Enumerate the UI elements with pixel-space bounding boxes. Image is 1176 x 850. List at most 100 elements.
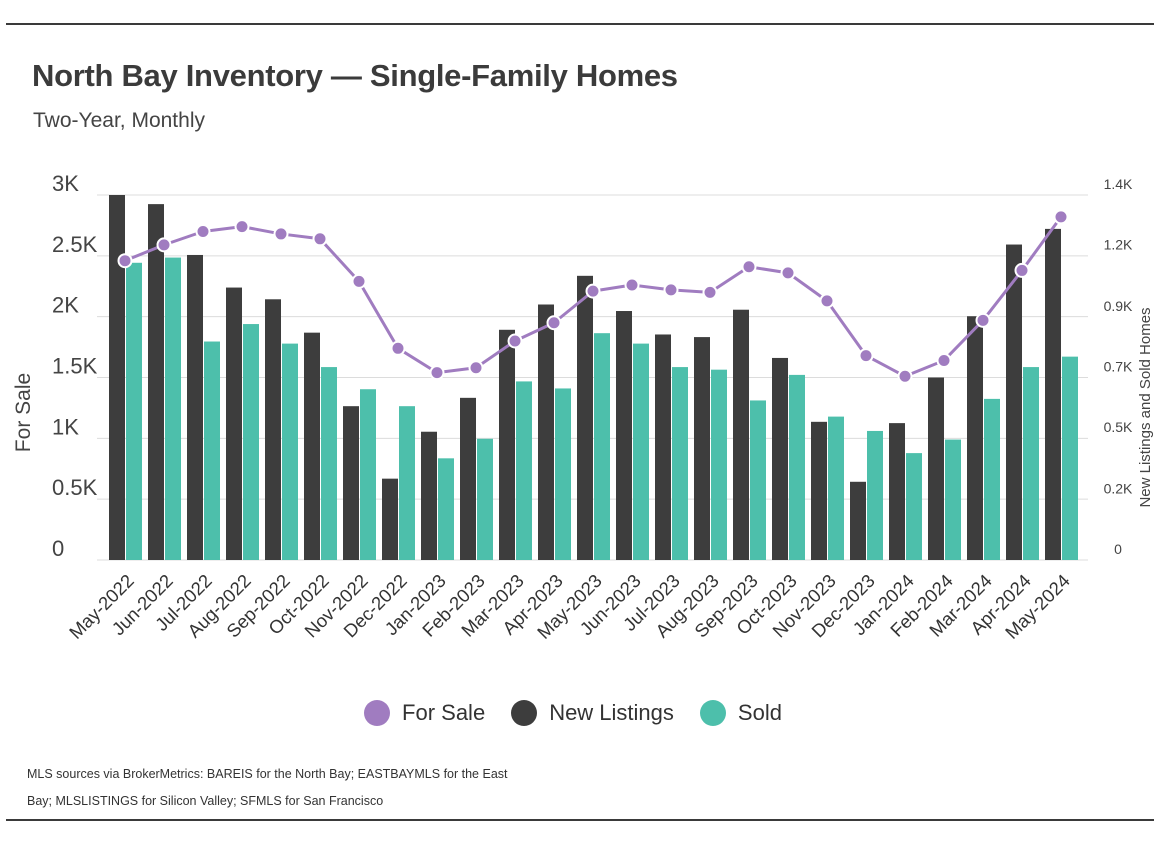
bar-sold: [516, 381, 532, 560]
bar-new-listings: [772, 357, 788, 560]
bar-new-listings: [967, 316, 983, 560]
bar-sold: [204, 341, 220, 560]
y-right-tick-label: 0.7K: [1104, 359, 1133, 375]
bar-sold: [594, 333, 610, 560]
point-for-sale: [117, 253, 133, 269]
bar-sold: [828, 416, 844, 560]
point-for-sale: [741, 259, 757, 275]
bar-new-listings: [889, 423, 905, 560]
bar-new-listings: [187, 254, 203, 560]
point-for-sale: [468, 360, 484, 376]
bar-sold: [399, 406, 415, 560]
legend-swatch-sold: [699, 700, 726, 726]
bar-new-listings: [1006, 244, 1022, 561]
point-for-sale: [390, 340, 406, 356]
point-for-sale: [234, 219, 250, 235]
bar-new-listings: [733, 309, 749, 560]
bar-line-chart: 0 0.5K 1K 1.5K 2K 2.5K 3K 0 0.2K 0.5K 0.7K 0.9K 1.2K…: [12, 171, 1154, 643]
y-left-tick-label: 2K: [52, 293, 79, 318]
y-right-axis-title: New Listings and Sold Homes: [1137, 307, 1154, 507]
point-for-sale: [351, 273, 367, 289]
top-rule: [6, 23, 1154, 25]
bar-sold: [438, 458, 454, 560]
source-note-line-1: MLS sources via BrokerMetrics: BAREIS fo…: [27, 767, 508, 781]
point-for-sale: [507, 333, 523, 349]
bar-new-listings: [460, 397, 476, 560]
y-left-tick-label: 0.5K: [52, 475, 98, 500]
legend-item-new-listings[interactable]: New Listings: [511, 700, 674, 726]
point-for-sale: [897, 368, 913, 384]
bar-sold: [165, 257, 181, 560]
chart-title: North Bay Inventory — Single-Family Home…: [32, 58, 678, 93]
legend-label-new-listings: New Listings: [549, 700, 674, 725]
bar-new-listings: [109, 195, 125, 560]
bar-new-listings: [304, 332, 320, 560]
bar-new-listings: [538, 304, 554, 560]
bar-sold: [1023, 367, 1039, 560]
bar-new-listings: [655, 334, 671, 560]
point-for-sale: [975, 312, 991, 328]
y-right-tick-label: 0.5K: [1104, 419, 1133, 435]
point-for-sale: [663, 282, 679, 298]
bar-sold: [711, 369, 727, 560]
bottom-rule: [6, 819, 1154, 821]
bar-sold: [750, 400, 766, 560]
bar-new-listings: [265, 299, 281, 560]
y-left-tick-label: 1.5K: [52, 354, 98, 379]
legend-swatch-for-sale: [364, 700, 391, 726]
point-for-sale: [1014, 262, 1030, 278]
point-for-sale: [1053, 209, 1069, 225]
point-for-sale: [156, 237, 172, 253]
bar-sold: [906, 453, 922, 560]
point-for-sale: [585, 283, 601, 299]
point-for-sale: [312, 231, 328, 247]
point-for-sale: [429, 365, 445, 381]
bar-new-listings: [928, 377, 944, 560]
bar-new-listings: [1045, 228, 1061, 560]
bar-new-listings: [577, 275, 593, 560]
bar-new-listings: [148, 204, 164, 560]
point-for-sale: [936, 352, 952, 368]
y-right-tick-label: 1.4K: [1104, 176, 1133, 192]
y-right-tick-label: 0: [1114, 541, 1122, 557]
bar-sold: [282, 343, 298, 560]
point-for-sale: [546, 315, 562, 331]
chart-subtitle: Two-Year, Monthly: [33, 109, 205, 132]
bar-sold: [945, 439, 961, 560]
bar-new-listings: [616, 311, 632, 560]
y-left-tick-label: 1K: [52, 414, 79, 439]
bar-new-listings: [226, 287, 242, 560]
y-left-tick-label: 0: [52, 536, 64, 561]
y-right-tick-label: 0.2K: [1104, 480, 1133, 496]
bar-sold: [360, 389, 376, 560]
bar-new-listings: [499, 329, 515, 560]
y-right-tick-label: 1.2K: [1104, 237, 1133, 253]
point-for-sale: [819, 293, 835, 309]
point-for-sale: [624, 277, 640, 293]
point-for-sale: [273, 226, 289, 242]
bar-sold: [1062, 356, 1078, 560]
bar-sold: [789, 374, 805, 560]
chart-legend: For Sale New Listings Sold: [0, 700, 1146, 726]
legend-item-for-sale[interactable]: For Sale: [364, 700, 485, 726]
bar-sold: [243, 324, 259, 560]
bar-sold: [126, 262, 142, 560]
bar-new-listings: [421, 431, 437, 560]
bar-sold: [633, 343, 649, 560]
legend-item-sold[interactable]: Sold: [699, 700, 782, 726]
point-for-sale: [780, 265, 796, 281]
source-note-line-2: Bay; MLSLISTINGS for Silicon Valley; SFM…: [27, 794, 384, 808]
bar-new-listings: [811, 421, 827, 560]
bar-sold: [867, 430, 883, 560]
legend-swatch-new-listings: [511, 700, 538, 726]
legend-label-for-sale: For Sale: [402, 700, 486, 725]
bar-sold: [477, 438, 493, 560]
y-left-tick-label: 3K: [52, 171, 79, 196]
bar-new-listings: [850, 481, 866, 560]
bar-new-listings: [343, 406, 359, 560]
point-for-sale: [702, 284, 718, 300]
bar-sold: [672, 367, 688, 560]
point-for-sale: [195, 224, 211, 239]
bar-sold: [321, 367, 337, 560]
bar-sold: [984, 398, 1000, 560]
